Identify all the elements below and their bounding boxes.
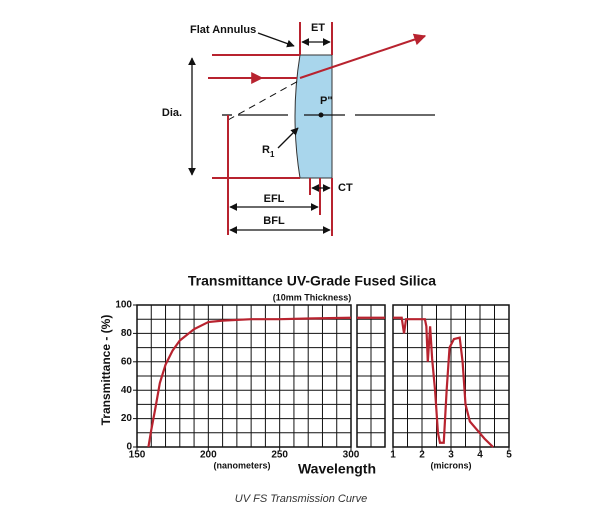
y-tick-label: 60	[121, 356, 133, 367]
label: ET	[311, 22, 325, 34]
chart-title: Transmittance UV-Grade Fused Silica	[188, 273, 436, 289]
x-axis-label: Wavelength	[298, 461, 376, 477]
y-axis-label: Transmittance - (%)	[99, 315, 113, 426]
principal-point	[318, 112, 324, 118]
x-tick-label: 300	[343, 450, 360, 461]
x-tick-label: 250	[271, 450, 288, 461]
caption: UV FS Transmission Curve	[235, 493, 367, 505]
x-tick-label: 150	[129, 450, 146, 461]
lens-diagram: Flat Annulus ET Dia. P" R 1 EFL BFL CT	[162, 22, 435, 236]
x-unit: (microns)	[430, 460, 471, 470]
x-tick-label: 1	[390, 450, 396, 461]
x-tick-label: 4	[477, 450, 483, 461]
label: R	[262, 144, 270, 156]
y-tick-label: 40	[121, 385, 133, 396]
y-tick-label: 80	[121, 328, 133, 339]
chart-subtitle: (10mm Thickness)	[273, 292, 352, 302]
y-tick-label: 20	[121, 413, 133, 424]
x-tick-label: 2	[419, 450, 425, 461]
label: CT	[338, 182, 353, 194]
r-arrow	[277, 127, 299, 149]
x-tick-label: 3	[448, 450, 454, 461]
label: EFL	[264, 193, 285, 205]
label: Flat Annulus	[190, 24, 256, 36]
ray-out	[299, 33, 427, 79]
x-tick-label: 5	[506, 450, 512, 461]
annulus-arrow	[257, 32, 295, 48]
chart: Transmittance UV-Grade Fused Silica (10m…	[99, 273, 471, 477]
label: 1	[270, 150, 275, 159]
label: BFL	[263, 215, 285, 227]
y-tick-label: 0	[126, 442, 132, 453]
x-tick-label: 200	[200, 450, 217, 461]
projection	[227, 79, 301, 121]
x-unit: (nanometers)	[213, 460, 270, 470]
label: Dia.	[162, 107, 182, 119]
label: P"	[320, 95, 333, 107]
y-tick-label: 100	[115, 300, 132, 311]
transmission-line	[393, 316, 494, 448]
transmission-line	[147, 316, 352, 448]
